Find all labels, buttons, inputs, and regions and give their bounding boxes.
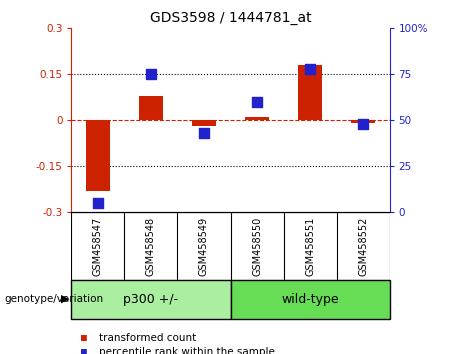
Point: [359, 121, 366, 127]
Text: wild-type: wild-type: [281, 293, 339, 306]
Text: ▶: ▶: [61, 294, 69, 304]
Bar: [230, 280, 390, 319]
Title: GDS3598 / 1444781_at: GDS3598 / 1444781_at: [150, 11, 311, 24]
Text: GSM458552: GSM458552: [358, 216, 368, 276]
Text: GSM458549: GSM458549: [199, 216, 209, 276]
Text: p300 +/-: p300 +/-: [124, 293, 178, 306]
Text: ■: ■: [81, 333, 87, 343]
Bar: [71, 280, 230, 319]
Bar: [86, 120, 110, 191]
Text: GSM458548: GSM458548: [146, 216, 156, 276]
Point: [94, 200, 101, 206]
Text: ■: ■: [81, 347, 87, 354]
Bar: [192, 120, 216, 126]
Bar: [139, 96, 163, 120]
Point: [306, 66, 313, 72]
Text: genotype/variation: genotype/variation: [5, 294, 104, 304]
Point: [200, 130, 207, 136]
Text: GSM458550: GSM458550: [252, 216, 262, 276]
Bar: [245, 117, 269, 120]
Point: [148, 72, 155, 77]
Text: percentile rank within the sample: percentile rank within the sample: [99, 347, 275, 354]
Text: transformed count: transformed count: [99, 333, 196, 343]
Point: [254, 99, 261, 105]
Bar: [351, 120, 375, 124]
Text: GSM458547: GSM458547: [93, 216, 103, 276]
Bar: [298, 65, 322, 120]
Text: GSM458551: GSM458551: [305, 216, 315, 276]
